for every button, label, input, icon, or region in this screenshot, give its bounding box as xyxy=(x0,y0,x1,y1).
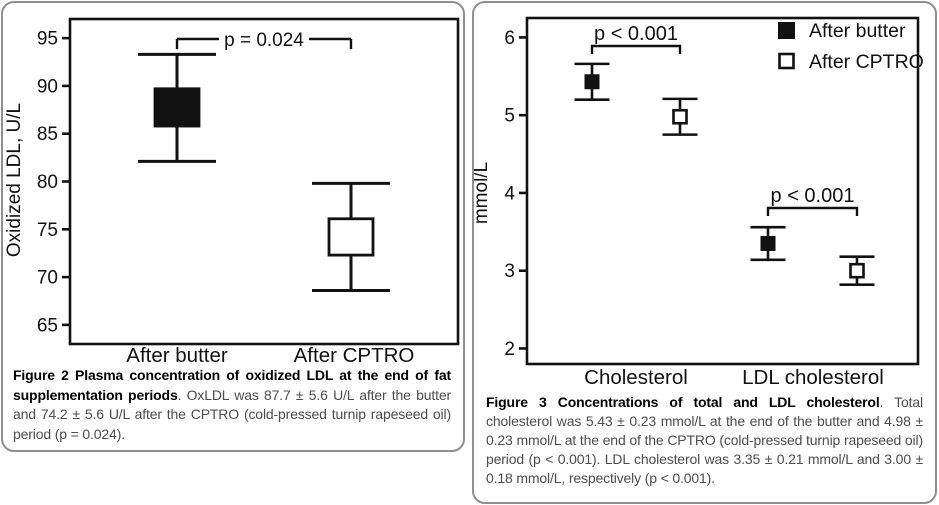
p-value-annotation: p < 0.001 xyxy=(594,23,678,45)
y-tick-label: 75 xyxy=(37,220,58,241)
legend-label: After butter xyxy=(809,20,906,42)
y-axis-label: mmol/L xyxy=(474,162,492,224)
figure2-caption: Figure 2 Plasma concentration of oxidize… xyxy=(13,366,451,444)
y-tick-label: 65 xyxy=(37,315,58,336)
p-bracket xyxy=(766,206,859,216)
y-tick-label: 95 xyxy=(37,29,58,50)
y-tick-label: 90 xyxy=(37,76,58,97)
figure3-chart: 2 3 4 5 6 mmol/L Cholesterol LDL cholesterol p <… xyxy=(474,16,924,389)
y-tick-label: 80 xyxy=(37,172,58,193)
x-category-label: Cholesterol xyxy=(584,366,688,389)
legend-swatch-filled xyxy=(778,22,795,39)
x-category-label: After butter xyxy=(126,344,228,365)
y-tick-label: 4 xyxy=(504,183,515,204)
y-axis-label: Oxidized LDL, U/L xyxy=(4,103,25,257)
p-bracket xyxy=(590,44,682,54)
mean-marker-open xyxy=(672,108,688,125)
figure3-caption-body: . Total cholesterol was 5.43 ± 0.23 mmol… xyxy=(486,394,923,486)
figure2-caption-title: Figure 2 Plasma concentration of oxidize… xyxy=(13,367,451,403)
mean-box-open xyxy=(327,217,375,257)
figure3-caption-title: Figure 3 Concentrations of total and LDL… xyxy=(486,394,880,410)
y-tick-label: 3 xyxy=(504,261,515,282)
mean-marker-filled xyxy=(584,74,600,90)
figure3-caption: Figure 3 Concentrations of total and LDL… xyxy=(486,393,923,488)
mean-box-filled xyxy=(153,87,201,128)
y-tick-label: 70 xyxy=(37,268,58,289)
figure2-caption-body: . OxLDL was 87.7 ± 5.6 U/L after the but… xyxy=(13,386,451,442)
figure2-chart: 65 70 75 80 85 90 95 Oxidized LDL, U/L After but… xyxy=(4,17,460,365)
x-category-label: After CPTRO xyxy=(294,344,415,365)
y-tick-label: 5 xyxy=(504,106,515,127)
legend-swatch-open xyxy=(778,52,795,70)
y-tick-label: 6 xyxy=(504,28,515,49)
p-value-annotation: p = 0.024 xyxy=(224,30,304,51)
legend-label: After CPTRO xyxy=(809,51,924,73)
y-tick-label: 2 xyxy=(504,339,515,360)
plot-frame xyxy=(525,16,920,366)
mean-marker-open xyxy=(849,262,865,279)
x-category-label: LDL cholesterol xyxy=(742,366,884,389)
plot-frame xyxy=(68,17,460,346)
y-tick-label: 85 xyxy=(37,124,58,145)
mean-marker-filled xyxy=(760,235,776,251)
figure2-panel: 65 70 75 80 85 90 95 Oxidized LDL, U/L After but… xyxy=(1,1,465,452)
p-value-annotation: p < 0.001 xyxy=(771,185,855,207)
figure3-panel: 2 3 4 5 6 mmol/L Cholesterol LDL cholesterol p <… xyxy=(472,1,937,504)
